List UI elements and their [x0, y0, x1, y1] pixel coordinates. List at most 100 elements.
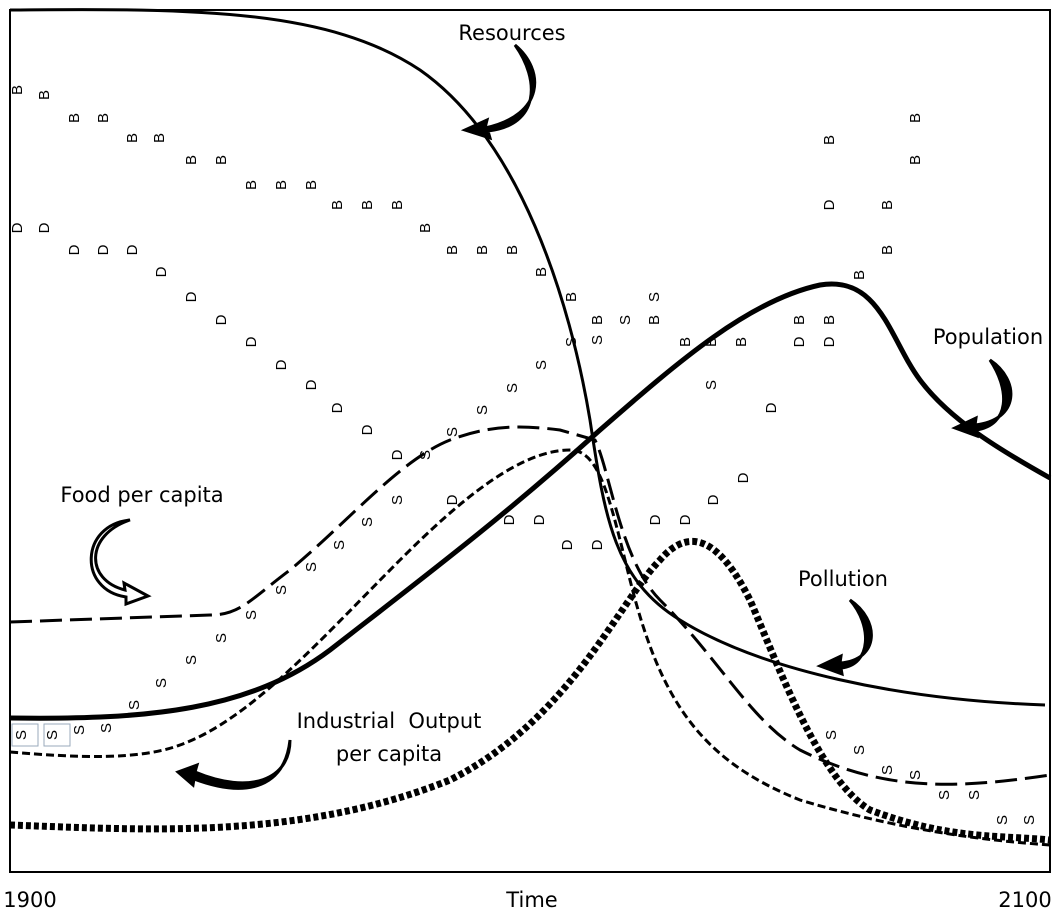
curve-label: Population: [933, 325, 1043, 349]
x-axis-start: 1900: [3, 888, 56, 912]
marker-letter: S: [994, 815, 1011, 825]
marker-letter: S: [243, 610, 260, 620]
marker-letter: B: [533, 267, 550, 277]
marker-letter: D: [444, 494, 461, 505]
marker-letter: B: [303, 180, 320, 190]
marker-letter: B: [821, 135, 838, 145]
marker-letter: D: [821, 336, 838, 347]
marker-letter: B: [563, 292, 580, 302]
marker-letter: S: [936, 790, 953, 800]
marker-letter: S: [966, 790, 983, 800]
marker-letter: S: [533, 360, 550, 370]
marker-letter: D: [531, 514, 548, 525]
marker-letter: D: [559, 539, 576, 550]
marker-box: [11, 723, 39, 747]
marker-letter: D: [66, 244, 83, 255]
marker-letter: S: [703, 380, 720, 390]
marker-letter: B: [243, 180, 260, 190]
marker-letter: B: [389, 200, 406, 210]
industrial-arrow: [175, 739, 292, 790]
marker-letter: B: [703, 337, 720, 347]
marker-letter: D: [647, 514, 664, 525]
marker-letter: B: [879, 245, 896, 255]
marker-letter: D: [589, 539, 606, 550]
marker-letter: D: [389, 449, 406, 460]
marker-letter: S: [823, 730, 840, 740]
marker-letter: B: [677, 337, 694, 347]
pollution-curve: [9, 538, 1051, 844]
pollution-arrow: [816, 598, 873, 677]
curve-label: Food per capita: [60, 483, 223, 507]
marker-letter: B: [504, 245, 521, 255]
frame: [9, 9, 1051, 873]
marker-letter: S: [646, 292, 663, 302]
marker-letter: B: [124, 133, 141, 143]
marker-letter: B: [66, 113, 83, 123]
marker-letter: D: [9, 222, 26, 233]
marker-letter: B: [589, 315, 606, 325]
marker-letter: B: [9, 85, 26, 95]
marker-letter: B: [733, 337, 750, 347]
curve-label: per capita: [336, 742, 442, 766]
population-curve: [9, 281, 1052, 721]
marker-letter: B: [646, 315, 663, 325]
marker-letter: B: [907, 113, 924, 123]
marker-letter: B: [851, 270, 868, 280]
marker-letter: B: [273, 180, 290, 190]
marker-letter: D: [821, 199, 838, 210]
marker-letter: D: [329, 402, 346, 413]
marker-letter: B: [444, 245, 461, 255]
marker-letter: S: [504, 383, 521, 393]
marker-letter: S: [417, 450, 434, 460]
marker-letter: S: [44, 730, 61, 740]
marker-letter: D: [501, 514, 518, 525]
curve-label: Resources: [458, 21, 565, 45]
marker-letter: D: [213, 314, 230, 325]
marker-letter: D: [124, 244, 141, 255]
marker-letter: D: [153, 266, 170, 277]
marker-letter: D: [763, 402, 780, 413]
marker-letter: D: [95, 244, 112, 255]
marker-letter: B: [36, 90, 53, 100]
marker-letter: S: [474, 405, 491, 415]
marker-letter: B: [183, 155, 200, 165]
x-axis-end: 2100: [998, 888, 1051, 912]
marker-letter: S: [213, 633, 230, 643]
marker-letter: B: [151, 133, 168, 143]
marker-letter: S: [444, 427, 461, 437]
marker-letter: D: [791, 336, 808, 347]
marker-letter: B: [95, 113, 112, 123]
marker-letter: D: [303, 379, 320, 390]
marker-letter: S: [359, 517, 376, 527]
marker-letter: S: [851, 745, 868, 755]
marker-letter: S: [303, 562, 320, 572]
marker-letter: D: [183, 291, 200, 302]
resources-curve: [9, 8, 1046, 707]
marker-letter: B: [474, 245, 491, 255]
marker-box: [43, 723, 71, 747]
marker-letter: S: [879, 765, 896, 775]
marker-letter: S: [98, 723, 115, 733]
marker-letter: B: [359, 200, 376, 210]
marker-letter: D: [735, 472, 752, 483]
industrial-curve: [9, 448, 1051, 847]
marker-letter: S: [589, 335, 606, 345]
marker-letter: S: [331, 540, 348, 550]
marker-letter: D: [705, 494, 722, 505]
arrows: [89, 43, 1013, 790]
marker-letter: S: [13, 730, 30, 740]
x-axis-label: Time: [505, 888, 557, 912]
marker-letter: S: [563, 337, 580, 347]
curve-label: Pollution: [798, 567, 888, 591]
label-bg: [930, 322, 1048, 354]
marker-letter: S: [389, 495, 406, 505]
marker-letter: D: [359, 424, 376, 435]
marker-letter: B: [907, 155, 924, 165]
marker-letter: B: [821, 315, 838, 325]
resources-arrow: [460, 43, 537, 141]
marker-letter: S: [153, 678, 170, 688]
marker-letter: D: [677, 514, 694, 525]
marker-letter: S: [617, 315, 634, 325]
marker-letter: B: [213, 155, 230, 165]
